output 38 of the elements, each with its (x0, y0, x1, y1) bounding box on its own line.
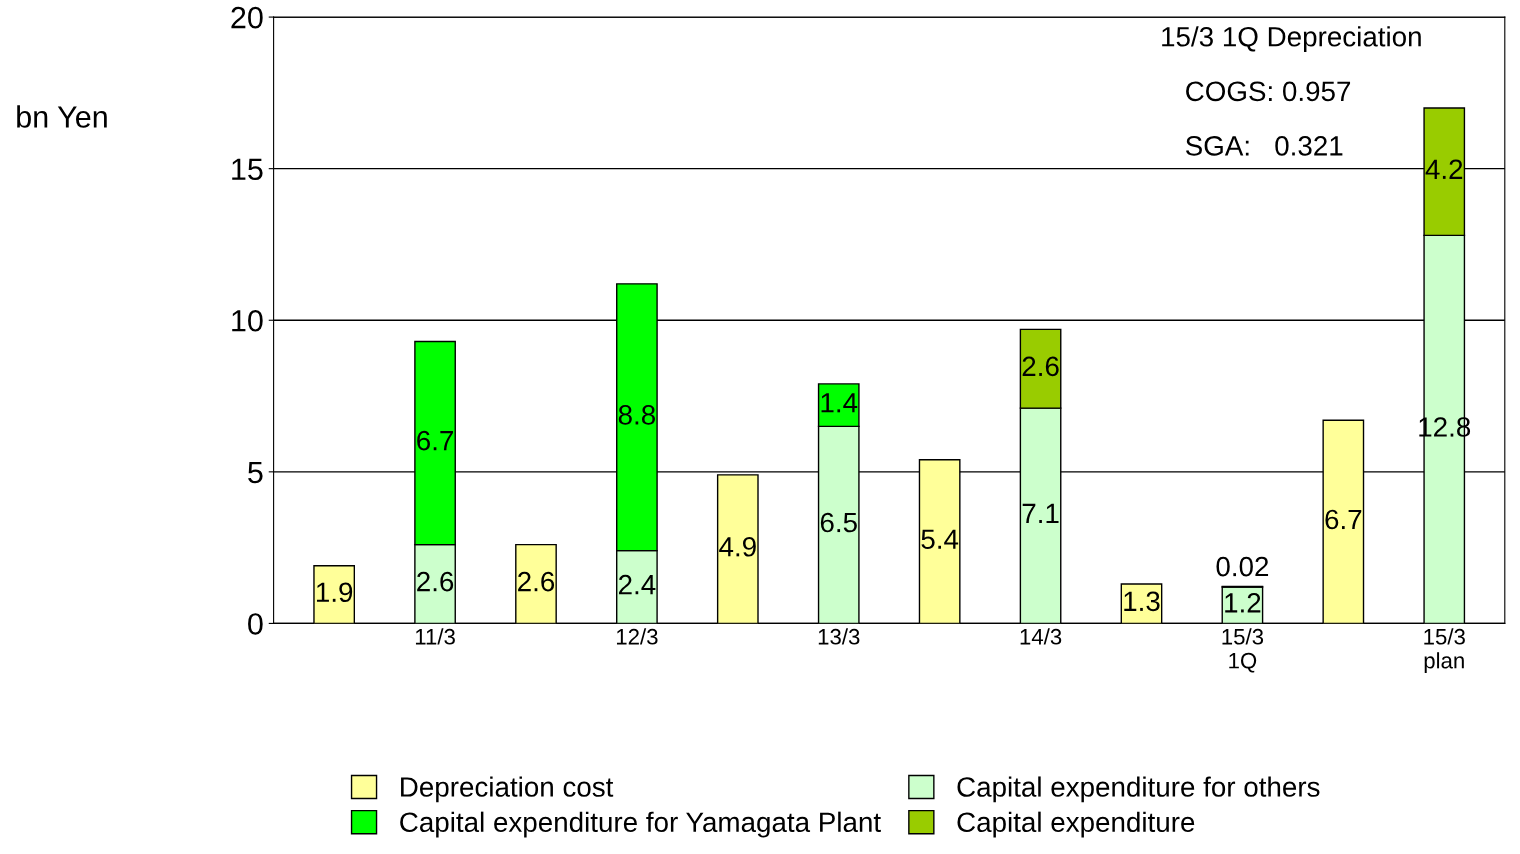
y-tick-label: 5 (248, 461, 263, 484)
legend-label: Capital expenditure (957, 811, 1195, 838)
data-label: 7.1 (1022, 503, 1059, 523)
data-label: 8.8 (618, 405, 656, 425)
data-label: 4.9 (719, 536, 756, 557)
y-tick-label: 0 (248, 613, 263, 635)
annotation: COGS: 0.957 (1186, 81, 1351, 102)
annotation: SGA: 0.321 (1185, 136, 1343, 156)
x-tick-label: 13/3 (818, 628, 860, 645)
x-tick-label: 15/3 1Q (1222, 628, 1264, 673)
x-tick-label: 14/3 (1020, 628, 1062, 645)
y-tick-label: 15 (232, 158, 263, 181)
data-label: 1.2 (1225, 593, 1261, 613)
bar (515, 543, 557, 624)
annotation: 15/3 1Q Depreciation (1162, 26, 1421, 53)
y-tick-label: 20 (231, 6, 263, 29)
x-tick-label: 15/3 plan (1424, 628, 1465, 673)
y-tick-label: 10 (232, 309, 263, 332)
x-tick-label: 12/3 (616, 628, 658, 645)
data-label: 5.4 (921, 529, 959, 550)
legend-label: Depreciation cost (401, 776, 614, 803)
bar (313, 565, 356, 624)
data-label: 4.2 (1425, 159, 1463, 179)
legend-label: Capital expenditure for others (957, 776, 1320, 803)
data-label: 2.6 (417, 571, 454, 592)
data-label: 0.02 (1216, 556, 1269, 577)
data-label: 2.4 (619, 574, 656, 595)
legend-label: Capital expenditure for Yamagata Plant (400, 811, 881, 838)
data-label: 1.4 (821, 393, 858, 413)
data-label: 6.7 (1325, 509, 1362, 530)
data-label: 1.9 (316, 582, 353, 603)
y-axis-title: bn Yen (17, 105, 107, 128)
data-label: 6.7 (417, 430, 453, 451)
data-label: 2.6 (518, 571, 555, 592)
x-tick-label: 11/3 (415, 628, 455, 645)
data-label: 1.3 (1124, 591, 1160, 612)
data-label: 2.6 (1022, 356, 1059, 377)
data-label: 6.5 (820, 512, 857, 533)
